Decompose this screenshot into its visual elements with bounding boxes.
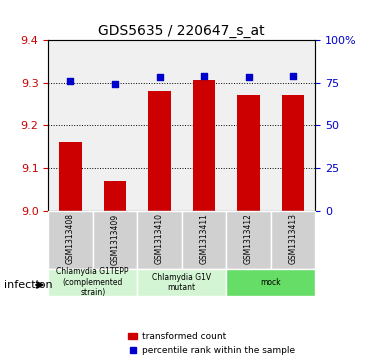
Text: GSM1313411: GSM1313411 bbox=[200, 213, 209, 264]
Text: Chlamydia G1TEPP
(complemented
strain): Chlamydia G1TEPP (complemented strain) bbox=[56, 267, 129, 297]
Point bbox=[290, 73, 296, 79]
Text: mock: mock bbox=[260, 278, 281, 287]
FancyBboxPatch shape bbox=[271, 211, 315, 269]
FancyBboxPatch shape bbox=[226, 211, 271, 269]
Text: GSM1313409: GSM1313409 bbox=[111, 213, 119, 265]
Text: infection: infection bbox=[4, 280, 52, 290]
FancyBboxPatch shape bbox=[137, 269, 226, 296]
Bar bbox=[148, 91, 171, 211]
Bar bbox=[104, 181, 126, 211]
FancyBboxPatch shape bbox=[182, 211, 226, 269]
Point bbox=[201, 73, 207, 79]
Bar bbox=[59, 142, 82, 211]
Text: GSM1313408: GSM1313408 bbox=[66, 213, 75, 264]
Text: GSM1313410: GSM1313410 bbox=[155, 213, 164, 264]
Point bbox=[68, 78, 73, 84]
FancyBboxPatch shape bbox=[48, 211, 93, 269]
Bar bbox=[282, 95, 304, 211]
Bar bbox=[193, 81, 215, 211]
Text: GSM1313413: GSM1313413 bbox=[289, 213, 298, 264]
FancyBboxPatch shape bbox=[137, 211, 182, 269]
FancyBboxPatch shape bbox=[226, 269, 315, 296]
Bar bbox=[237, 95, 260, 211]
FancyBboxPatch shape bbox=[48, 269, 137, 296]
Text: GSM1313412: GSM1313412 bbox=[244, 213, 253, 264]
Title: GDS5635 / 220647_s_at: GDS5635 / 220647_s_at bbox=[98, 24, 265, 37]
Point bbox=[157, 74, 162, 80]
Legend: transformed count, percentile rank within the sample: transformed count, percentile rank withi… bbox=[125, 329, 298, 359]
Text: Chlamydia G1V
mutant: Chlamydia G1V mutant bbox=[152, 273, 211, 292]
Point bbox=[246, 74, 252, 80]
FancyBboxPatch shape bbox=[93, 211, 137, 269]
Point bbox=[112, 81, 118, 87]
